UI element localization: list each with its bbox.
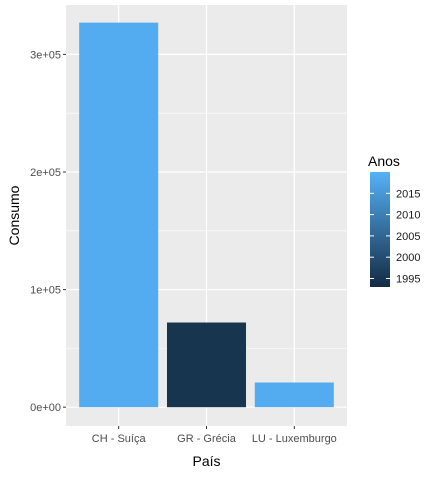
x-axis: CH - Suíça GR - Grécia LU - Luxemburgo (92, 426, 337, 445)
y-tick-label: 3e+05 (30, 49, 61, 61)
y-tick-label: 1e+05 (30, 285, 61, 297)
x-tick-label: CH - Suíça (92, 433, 147, 445)
legend-tick-label: 2010 (396, 210, 420, 222)
y-axis-title: Consumo (6, 185, 22, 245)
legend-tick-label: 2015 (396, 188, 420, 200)
x-tick-label: LU - Luxemburgo (252, 433, 337, 445)
legend-title: Anos (368, 153, 400, 169)
legend-tick-label: 2000 (396, 252, 420, 264)
y-tick-label: 0e+00 (30, 402, 61, 414)
bars (79, 22, 334, 408)
x-tick-label: GR - Grécia (177, 433, 237, 445)
bar-1 (166, 322, 247, 408)
y-axis: 0e+00 1e+05 2e+05 3e+05 (30, 49, 66, 414)
bar-2 (254, 382, 334, 408)
legend-colorbar (370, 172, 390, 287)
y-tick-label: 2e+05 (30, 167, 61, 179)
x-axis-title: País (192, 453, 220, 469)
legend-tick-label: 2005 (396, 231, 420, 243)
bar-0 (79, 22, 159, 408)
color-legend: Anos 1995 2000 2005 2010 2015 (368, 153, 420, 287)
legend-tick-label: 1995 (396, 273, 420, 285)
